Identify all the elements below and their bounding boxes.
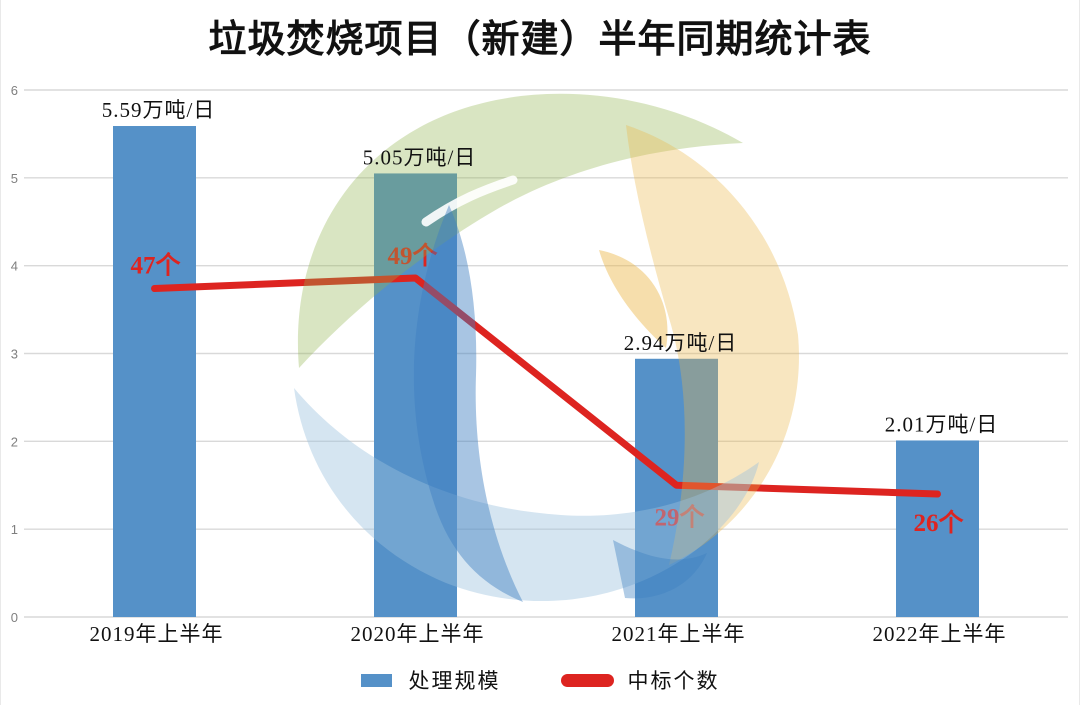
x-axis-label: 2021年上半年 [612,622,746,646]
watermark-green-leaf [297,93,743,368]
legend: 处理规模 中标个数 [1,663,1079,697]
watermark-blue-wave [294,388,759,602]
y-tick-label: 0 [11,610,18,625]
count-labels: 47个 49个 29个 26个 [130,242,964,537]
x-axis-label: 2022年上半年 [873,622,1007,646]
value-label: 2.01万吨/日 [885,412,999,436]
gridlines [24,89,1068,618]
count-label: 29个 [654,503,705,531]
y-axis-ticks: 0 1 2 3 4 5 6 [11,83,18,625]
y-tick-label: 5 [11,171,18,186]
legend-line-label: 中标个数 [627,669,720,693]
trend-polyline [151,274,941,498]
watermark-blue-arrow [613,540,707,599]
count-label: 49个 [387,242,438,270]
count-label: 26个 [913,509,964,537]
trend-line [151,274,941,498]
bar [113,126,196,618]
value-label: 2.94万吨/日 [624,331,738,355]
x-axis-label: 2019年上半年 [90,622,224,646]
y-tick-label: 6 [11,83,18,98]
watermark-logo [294,93,799,602]
bar [896,440,979,617]
x-axis-labels: 2019年上半年 2020年上半年 2021年上半年 2022年上半年 [90,622,1007,646]
watermark-orange-inner-comma [599,250,668,348]
bars-series [113,126,979,618]
legend-line-swatch [560,673,614,687]
legend-bar-swatch [360,673,392,687]
y-tick-label: 2 [11,434,18,449]
x-axis-label: 2020年上半年 [351,622,485,646]
watermark-orange-petal [626,125,799,565]
value-label: 5.59万吨/日 [102,98,216,122]
chart-title: 垃圾焚烧项目（新建）半年同期统计表 [208,19,872,61]
watermark-blue-tail [413,205,523,602]
y-tick-label: 1 [11,522,18,537]
value-label: 5.05万吨/日 [363,145,477,169]
value-labels: 5.59万吨/日 5.05万吨/日 2.94万吨/日 2.01万吨/日 [102,98,999,436]
legend-bar-label: 处理规模 [408,669,501,693]
bar [374,173,457,618]
y-tick-label: 3 [11,347,18,362]
y-tick-label: 4 [11,259,18,274]
count-label: 47个 [130,252,181,280]
watermark-leaf-vein [421,175,518,227]
